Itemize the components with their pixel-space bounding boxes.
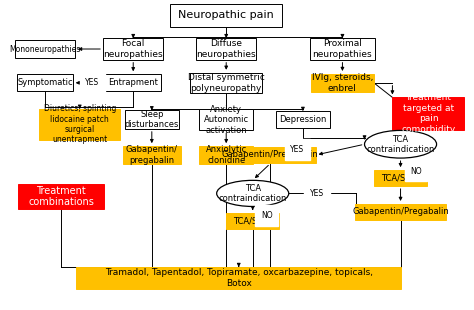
Text: Treatment
combinations: Treatment combinations	[28, 186, 94, 207]
Text: Symptomatic: Symptomatic	[17, 78, 73, 87]
Ellipse shape	[217, 180, 289, 206]
Text: YES: YES	[85, 78, 100, 87]
Text: TCA
contraindication: TCA contraindication	[219, 184, 287, 203]
FancyBboxPatch shape	[39, 109, 120, 140]
Text: Diuretics, splinting
lidocaine patch
surgical
unentrapment: Diuretics, splinting lidocaine patch sur…	[44, 104, 116, 144]
FancyBboxPatch shape	[276, 111, 329, 128]
Text: Gabapentin/Pregabalin: Gabapentin/Pregabalin	[352, 207, 449, 216]
Text: Tramadol, Tapentadol, Topiramate, oxcarbazepine, topicals,
Botox: Tramadol, Tapentadol, Topiramate, oxcarb…	[105, 268, 373, 288]
Text: Treatment
targeted at
pain
comorbidity: Treatment targeted at pain comorbidity	[401, 93, 456, 134]
FancyBboxPatch shape	[200, 109, 253, 131]
FancyBboxPatch shape	[374, 170, 427, 186]
FancyBboxPatch shape	[17, 74, 73, 91]
FancyBboxPatch shape	[392, 97, 465, 130]
FancyBboxPatch shape	[225, 147, 316, 163]
Text: Diffuse
neuropathies: Diffuse neuropathies	[196, 39, 256, 59]
Text: IVIg, steroids,
enbrel: IVIg, steroids, enbrel	[312, 73, 373, 92]
FancyBboxPatch shape	[76, 267, 401, 289]
FancyBboxPatch shape	[103, 38, 164, 60]
FancyBboxPatch shape	[196, 38, 256, 60]
Text: Gabapentin/Pregabalin: Gabapentin/Pregabalin	[222, 150, 319, 160]
Ellipse shape	[365, 131, 437, 158]
Text: Neuropathic pain: Neuropathic pain	[178, 10, 274, 20]
Text: Depression: Depression	[279, 115, 327, 124]
FancyBboxPatch shape	[200, 146, 253, 164]
Text: YES: YES	[290, 145, 304, 154]
Text: NO: NO	[410, 167, 422, 176]
FancyBboxPatch shape	[18, 184, 104, 209]
Text: Proximal
neuropathies: Proximal neuropathies	[313, 39, 372, 59]
Text: Anxiolytic
clonidine: Anxiolytic clonidine	[206, 145, 247, 165]
FancyBboxPatch shape	[310, 38, 375, 60]
Text: Gabapentin/
pregabalin: Gabapentin/ pregabalin	[126, 145, 178, 165]
FancyBboxPatch shape	[355, 204, 446, 220]
Text: Sleep
disturbances: Sleep disturbances	[125, 110, 179, 129]
FancyBboxPatch shape	[171, 4, 282, 27]
FancyBboxPatch shape	[311, 74, 374, 92]
Text: NO: NO	[261, 211, 273, 220]
Text: Mononeuropathies: Mononeuropathies	[9, 45, 81, 54]
FancyBboxPatch shape	[105, 74, 161, 91]
Text: Anxiety
Autonomic
activation: Anxiety Autonomic activation	[204, 105, 249, 135]
Text: TCA
contraindication: TCA contraindication	[366, 135, 435, 154]
Text: Entrapment: Entrapment	[108, 78, 158, 87]
FancyBboxPatch shape	[123, 146, 181, 164]
Text: Distal symmetric
polyneuropathy: Distal symmetric polyneuropathy	[188, 73, 264, 92]
FancyBboxPatch shape	[125, 110, 179, 129]
Text: TCA/SNRI: TCA/SNRI	[381, 174, 420, 183]
Text: Focal
neuropathies: Focal neuropathies	[103, 39, 163, 59]
FancyBboxPatch shape	[190, 73, 262, 93]
Text: YES: YES	[310, 189, 324, 198]
FancyBboxPatch shape	[226, 213, 280, 229]
FancyBboxPatch shape	[15, 40, 75, 58]
Text: TCA/SNRI: TCA/SNRI	[233, 217, 272, 226]
